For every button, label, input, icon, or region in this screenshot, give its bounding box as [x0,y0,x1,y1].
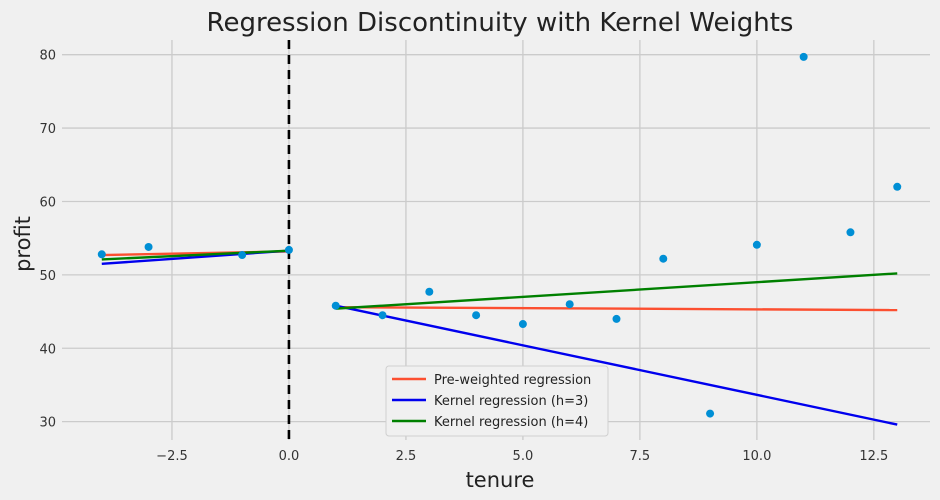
legend-entry-label: Kernel regression (h=4) [434,415,588,430]
legend-entry-label: Kernel regression (h=3) [434,394,588,409]
x-tick-label: −2.5 [156,449,188,464]
scatter-point [378,311,387,320]
x-tick-label: 5.0 [513,449,534,464]
legend-box [385,365,609,437]
y-tick-label: 60 [39,195,56,210]
x-tick-label: 2.5 [396,449,417,464]
x-tick-label: 0.0 [279,449,300,464]
scatter-point [518,320,527,329]
y-tick-label: 30 [39,416,56,431]
scatter-point [706,409,715,418]
scatter-points [97,52,902,418]
scatter-point [799,52,808,61]
scatter-point [284,245,293,254]
scatter-point [752,240,761,249]
scatter-point [846,228,855,237]
y-tick-labels: 30 40 50 60 70 80 [39,49,56,431]
scatter-point [425,287,434,296]
x-tick-label: 7.5 [630,449,651,464]
regression-lines [101,249,898,426]
scatter-point [472,311,481,320]
x-tick-labels: −2.5 0.0 2.5 5.0 7.5 10.0 12.5 [156,449,888,464]
chart-title: Regression Discontinuity with Kernel Wei… [207,8,794,38]
series-3-segment-2 [335,272,898,310]
y-tick-label: 80 [39,49,56,64]
scatter-point [612,314,621,323]
grid [62,40,930,440]
scatter-point [238,251,247,260]
series-3-segment-1 [101,249,289,261]
series-2-segment-2 [335,304,898,426]
legend-entry-label: Pre-weighted regression [434,373,591,388]
scatter-point [97,250,106,259]
series-1-segment-2 [335,305,898,312]
y-tick-label: 70 [39,122,56,137]
scatter-point [331,301,340,310]
scatter-point [565,300,574,309]
scatter-point [659,254,668,263]
x-tick-label: 10.0 [742,449,771,464]
x-tick-label: 12.5 [859,449,888,464]
legend: Pre-weighted regression Kernel regression… [385,365,609,437]
y-axis-label: profit [11,216,35,272]
scatter-point [893,182,902,191]
scatter-point [144,242,153,251]
x-axis-label: tenure [466,468,535,492]
y-tick-label: 40 [39,342,56,357]
y-tick-label: 50 [39,269,56,284]
